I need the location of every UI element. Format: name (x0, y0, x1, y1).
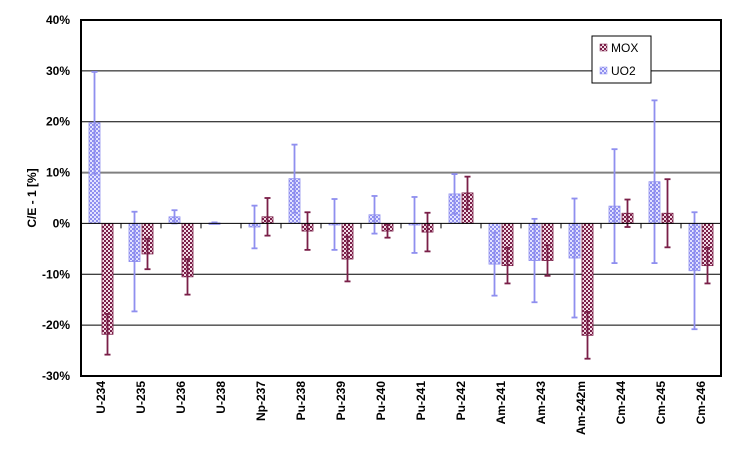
legend: MOX UO2 (591, 35, 652, 84)
error-bar-uo2 (451, 173, 458, 215)
x-tick-label: Np-237 (254, 381, 268, 421)
error-bar-mox (104, 313, 111, 356)
error-bar-uo2 (371, 195, 378, 235)
y-tick-label: 30% (46, 64, 70, 78)
y-tick-label: 0% (53, 216, 71, 230)
error-bar-uo2 (251, 204, 258, 250)
error-bar-mox (704, 246, 711, 285)
error-bar-uo2 (531, 217, 538, 304)
x-tick-label: Cm-246 (694, 381, 708, 425)
error-bar-uo2 (491, 231, 498, 297)
x-tick-label: U-238 (214, 381, 228, 414)
error-bar-uo2 (651, 99, 658, 264)
legend-label-mox: MOX (611, 41, 638, 55)
y-tick-label: 10% (46, 166, 70, 180)
error-bar-mox (424, 211, 431, 253)
x-tick-label: Cm-245 (654, 381, 668, 425)
x-tick-label: Pu-238 (294, 381, 308, 421)
y-tick-label: -10% (42, 267, 70, 281)
error-bar-mox (264, 197, 271, 237)
error-bar-mox (584, 311, 591, 360)
error-bar-uo2 (131, 210, 138, 313)
x-tick-label: U-235 (134, 381, 148, 414)
error-bar-mox (384, 223, 391, 239)
error-bar-uo2 (411, 196, 418, 254)
error-bar-mox (144, 237, 151, 271)
x-tick-label: U-236 (174, 381, 188, 414)
error-bar-mox (544, 244, 551, 277)
error-bar-uo2 (691, 211, 698, 331)
error-bar-mox (344, 235, 351, 283)
plot-frame (80, 19, 722, 377)
y-tick-label: -30% (42, 369, 70, 383)
y-tick-label: 40% (46, 13, 70, 27)
y-axis-label: C/E - 1 [%] (25, 168, 39, 227)
x-tick-label: Pu-240 (374, 381, 388, 421)
x-tick-label: Am-242m (574, 381, 588, 435)
error-bar-uo2 (91, 70, 98, 175)
x-tick-label: Am-241 (494, 381, 508, 425)
y-tick-label: 20% (46, 115, 70, 129)
x-tick-label: Am-243 (534, 381, 548, 425)
error-bar-uo2 (291, 143, 298, 214)
legend-swatch-mox (599, 43, 608, 52)
x-tick-label: Pu-239 (334, 381, 348, 421)
x-tick-label: Pu-241 (414, 381, 428, 421)
error-bar-uo2 (331, 198, 338, 251)
error-bar-mox (184, 258, 191, 296)
error-bar-mox (304, 211, 311, 251)
error-bar-mox (664, 178, 671, 249)
x-tick-label: U-234 (94, 381, 108, 414)
legend-swatch-uo2 (599, 66, 608, 75)
error-bar-mox (624, 198, 631, 228)
error-bar-uo2 (611, 148, 618, 264)
error-bar-mox (504, 246, 511, 285)
y-tick-label: -20% (42, 318, 70, 332)
error-bar-uo2 (571, 197, 578, 319)
x-tick-label: Cm-244 (614, 381, 628, 425)
error-bar-mox (464, 175, 471, 211)
x-tick-label: Pu-242 (454, 381, 468, 421)
legend-label-uo2: UO2 (611, 64, 636, 78)
